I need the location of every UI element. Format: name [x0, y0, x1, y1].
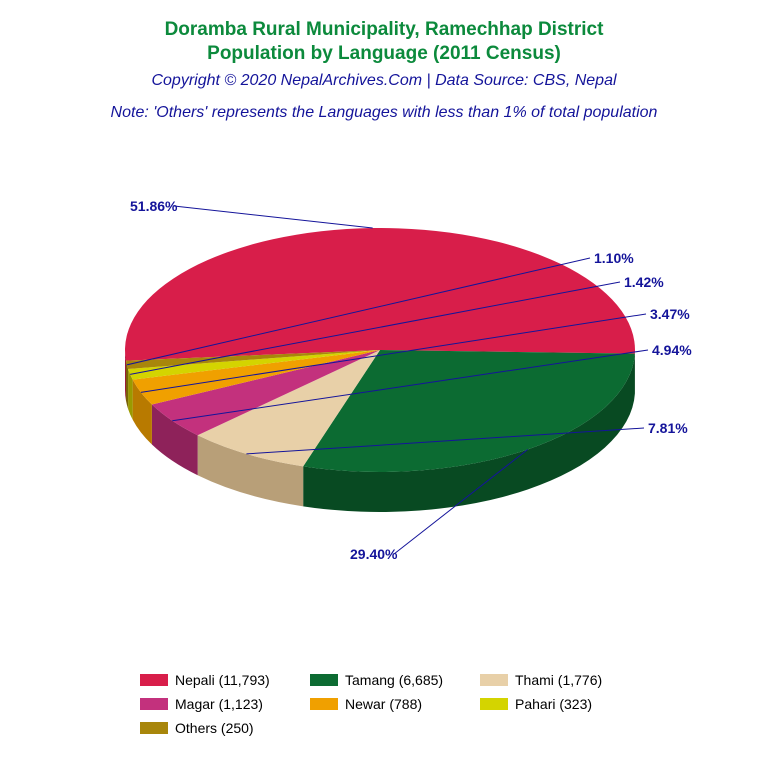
legend-label: Tamang (6,685) [345, 672, 443, 688]
pct-label-thami: 7.81% [648, 420, 688, 436]
legend-label: Pahari (323) [515, 696, 592, 712]
legend-item: Nepali (11,793) [140, 672, 300, 688]
chart-title-line2: Population by Language (2011 Census) [0, 42, 768, 66]
legend-swatch [140, 698, 168, 710]
legend-swatch [310, 674, 338, 686]
chart-legend: Nepali (11,793) Tamang (6,685) Thami (1,77… [140, 672, 640, 736]
pie-svg [60, 190, 708, 570]
chart-title-line1: Doramba Rural Municipality, Ramechhap Di… [0, 18, 768, 42]
pct-label-nepali: 51.86% [130, 198, 177, 214]
legend-item: Tamang (6,685) [310, 672, 470, 688]
legend-swatch [310, 698, 338, 710]
pie-slice-nepali [125, 228, 635, 361]
legend-swatch [140, 674, 168, 686]
legend-swatch [140, 722, 168, 734]
pie-chart: 51.86% 29.40% 7.81% 4.94% 3.47% 1.42% 1.10% [60, 190, 708, 570]
legend-item: Thami (1,776) [480, 672, 640, 688]
legend-label: Magar (1,123) [175, 696, 263, 712]
chart-note: Note: 'Others' represents the Languages … [0, 104, 768, 122]
legend-swatch [480, 698, 508, 710]
pct-label-pahari: 1.42% [624, 274, 664, 290]
legend-item: Pahari (323) [480, 696, 640, 712]
pct-label-newar: 3.47% [650, 306, 690, 322]
legend-label: Others (250) [175, 720, 254, 736]
legend-label: Nepali (11,793) [175, 672, 270, 688]
legend-swatch [480, 674, 508, 686]
legend-item: Newar (788) [310, 696, 470, 712]
legend-item: Magar (1,123) [140, 696, 300, 712]
chart-copyright: Copyright © 2020 NepalArchives.Com | Dat… [0, 72, 768, 90]
pct-label-magar: 4.94% [652, 342, 692, 358]
pct-label-tamang: 29.40% [350, 546, 397, 562]
pct-label-others: 1.10% [594, 250, 634, 266]
legend-label: Newar (788) [345, 696, 422, 712]
legend-item: Others (250) [140, 720, 300, 736]
chart-header: Doramba Rural Municipality, Ramechhap Di… [0, 0, 768, 122]
legend-label: Thami (1,776) [515, 672, 602, 688]
